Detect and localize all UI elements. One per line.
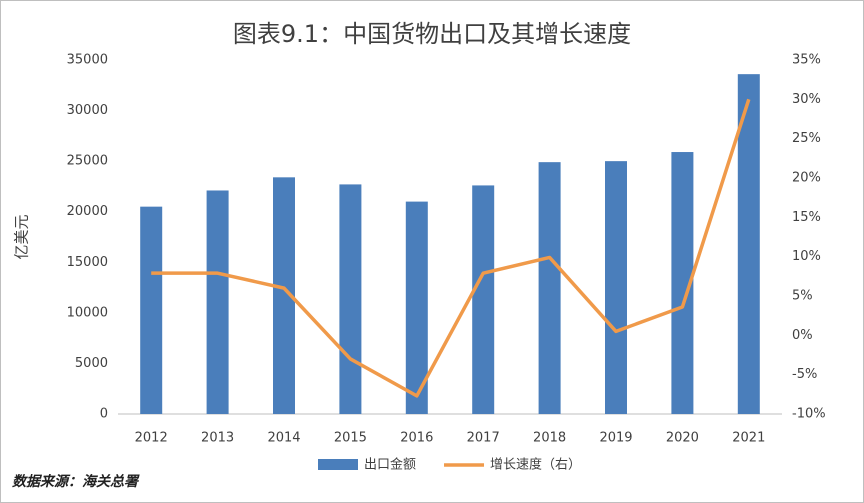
x-tick-label: 2020 [666, 431, 699, 446]
y2-tick-label: 10% [792, 249, 821, 264]
bar [737, 74, 760, 414]
x-tick-label: 2017 [467, 431, 500, 446]
x-tick-label: 2012 [135, 431, 168, 446]
x-tick-label: 2013 [201, 431, 234, 446]
y-tick-label: 10000 [67, 305, 108, 320]
y2-tick-label: 35% [792, 53, 821, 68]
source-note: 数据来源：海关总署 [12, 473, 140, 490]
x-tick-label: 2021 [732, 431, 765, 446]
bar [605, 161, 627, 414]
bar [671, 152, 694, 415]
chart-title: 图表9.1：中国货物出口及其增长速度 [233, 20, 631, 48]
x-tick-label: 2015 [334, 431, 367, 446]
legend-swatch [318, 459, 358, 470]
bar [339, 184, 362, 414]
line [151, 98, 751, 398]
bar [472, 185, 495, 414]
y2-tick-label: 15% [792, 210, 821, 225]
bar [273, 177, 295, 414]
y-tick-label: 30000 [67, 103, 108, 118]
y-axis-label: 亿美元 [13, 214, 31, 259]
y-tick-label: 25000 [67, 154, 108, 169]
y-tick-label: 0 [100, 407, 108, 422]
legend-label: 出口金额 [364, 457, 416, 473]
y2-tick-label: 5% [792, 289, 813, 304]
y-tick-label: 20000 [67, 204, 108, 219]
bar [538, 162, 561, 414]
bar [206, 190, 229, 414]
y-tick-label: 35000 [67, 53, 108, 68]
x-tick-label: 2018 [533, 431, 566, 446]
y2-tick-label: -10% [792, 407, 826, 422]
y2-tick-label: -5% [792, 367, 817, 382]
y2-tick-label: 25% [792, 131, 821, 146]
y-tick-label: 5000 [75, 356, 108, 371]
y-tick-label: 15000 [67, 255, 108, 270]
bar [140, 206, 163, 414]
x-tick-label: 2019 [599, 431, 632, 446]
legend-label: 增长速度（右） [490, 457, 581, 473]
y2-tick-label: 0% [792, 328, 813, 343]
x-tick-label: 2016 [400, 431, 433, 446]
y2-tick-label: 20% [792, 171, 821, 186]
bar [405, 201, 428, 414]
y2-tick-label: 30% [792, 92, 821, 107]
x-tick-label: 2014 [267, 431, 300, 446]
